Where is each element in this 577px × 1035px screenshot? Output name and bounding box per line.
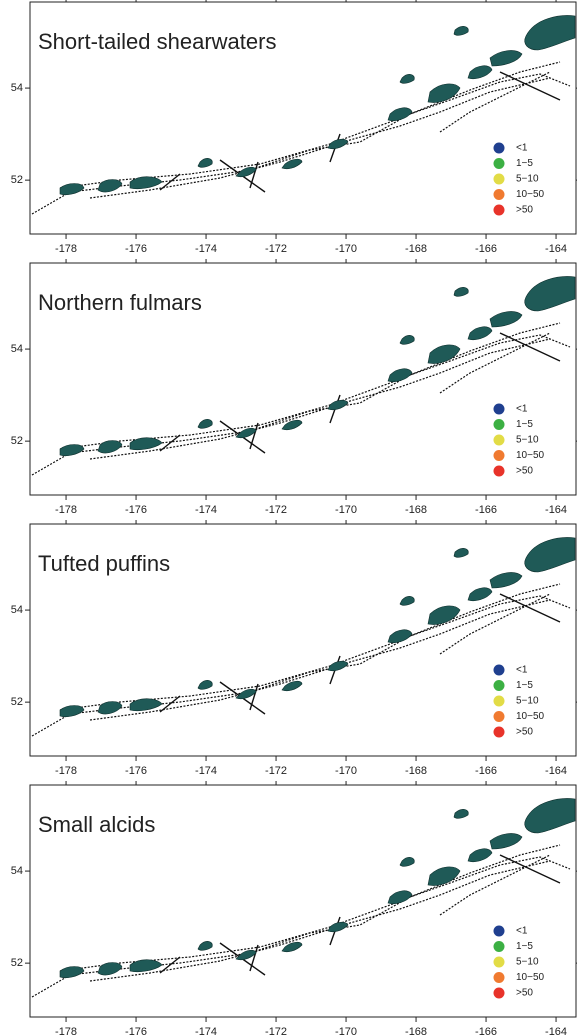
x-tick-label: -170 [335,1026,357,1035]
legend-label: 10−50 [516,711,545,722]
legend-label: <1 [516,404,528,415]
x-tick-label: -172 [265,1026,287,1035]
x-tick-label: -172 [265,504,287,516]
legend-label: >50 [516,727,533,738]
map-panel: Northern fulmars -178 -176 -174 -172 -170 -168… [11,259,577,516]
x-tick-label: -172 [265,765,287,777]
legend-swatch [493,925,505,937]
x-tick-label: -170 [335,504,357,516]
x-tick-label: -176 [125,1026,147,1035]
legend-label: 10−50 [516,450,545,461]
map-frame [29,784,577,1018]
legend-label: 1−5 [516,680,533,691]
legend-swatch [493,465,505,477]
x-tick-label: -166 [475,765,497,777]
legend-swatch [493,142,505,154]
legend-swatch [493,726,505,738]
map-panel: Small alcids -178 -176 -174 -172 -170 -168 -166… [11,781,577,1035]
legend-label: 10−50 [516,972,545,983]
legend-label: 5−10 [516,435,539,446]
legend-swatch [493,189,505,200]
legend-label: 5−10 [516,174,539,185]
panel-title: Short-tailed shearwaters [38,29,276,54]
legend-label: 1−5 [516,158,533,169]
legend-label: 1−5 [516,419,533,430]
x-tick-label: -168 [405,765,427,777]
x-tick-label: -164 [545,1026,567,1035]
x-tick-label: -170 [335,765,357,777]
y-tick-label: 52 [11,957,23,969]
y-tick-label: 54 [11,604,23,616]
legend-swatch [493,419,505,430]
legend-swatch [493,173,505,185]
legend-swatch [493,941,505,952]
x-tick-label: -164 [545,765,567,777]
legend-label: >50 [516,988,533,999]
y-tick-label: 52 [11,174,23,186]
legend-label: <1 [516,665,528,676]
legend-swatch [493,695,505,707]
x-tick-label: -178 [55,1026,77,1035]
x-tick-label: -166 [475,1026,497,1035]
panel-title: Small alcids [38,812,155,837]
x-tick-label: -176 [125,765,147,777]
legend-label: 5−10 [516,696,539,707]
panel-title: Northern fulmars [38,290,202,315]
x-tick-label: -178 [55,243,77,255]
x-tick-label: -178 [55,765,77,777]
x-tick-label: -174 [195,1026,217,1035]
y-tick-label: 54 [11,343,23,355]
x-tick-label: -164 [545,243,567,255]
legend-label: <1 [516,926,528,937]
x-tick-label: -176 [125,504,147,516]
legend-swatch [493,450,505,461]
map-frame [29,523,577,757]
map-frame [29,262,577,496]
y-tick-label: 54 [11,865,23,877]
x-tick-label: -174 [195,504,217,516]
x-tick-label: -164 [545,504,567,516]
y-tick-label: 54 [11,82,23,94]
x-tick-label: -176 [125,243,147,255]
y-tick-label: 52 [11,696,23,708]
x-tick-label: -172 [265,243,287,255]
map-panel: Short-tailed shearwaters -178 -176 -174 -172… [11,0,577,255]
legend-swatch [493,711,505,722]
legend-swatch [493,158,505,169]
legend-swatch [493,403,505,415]
legend-swatch [493,956,505,968]
x-tick-label: -168 [405,243,427,255]
x-tick-label: -178 [55,504,77,516]
x-tick-label: -174 [195,243,217,255]
legend-label: <1 [516,143,528,154]
x-tick-label: -170 [335,243,357,255]
legend-label: 1−5 [516,941,533,952]
legend-swatch [493,987,505,999]
x-tick-label: -168 [405,504,427,516]
legend-label: 10−50 [516,189,545,200]
x-tick-label: -166 [475,243,497,255]
legend-label: >50 [516,205,533,216]
map-panel: Tufted puffins -178 -176 -174 -172 -170 -168 -1… [11,520,577,777]
legend-swatch [493,434,505,446]
legend-swatch [493,664,505,676]
x-tick-label: -168 [405,1026,427,1035]
legend-swatch [493,204,505,216]
x-tick-label: -174 [195,765,217,777]
map-frame [29,1,577,235]
legend-label: >50 [516,466,533,477]
panel-title: Tufted puffins [38,551,170,576]
legend-swatch [493,680,505,691]
y-tick-label: 52 [11,435,23,447]
legend-label: 5−10 [516,957,539,968]
x-tick-label: -166 [475,504,497,516]
legend-swatch [493,972,505,983]
